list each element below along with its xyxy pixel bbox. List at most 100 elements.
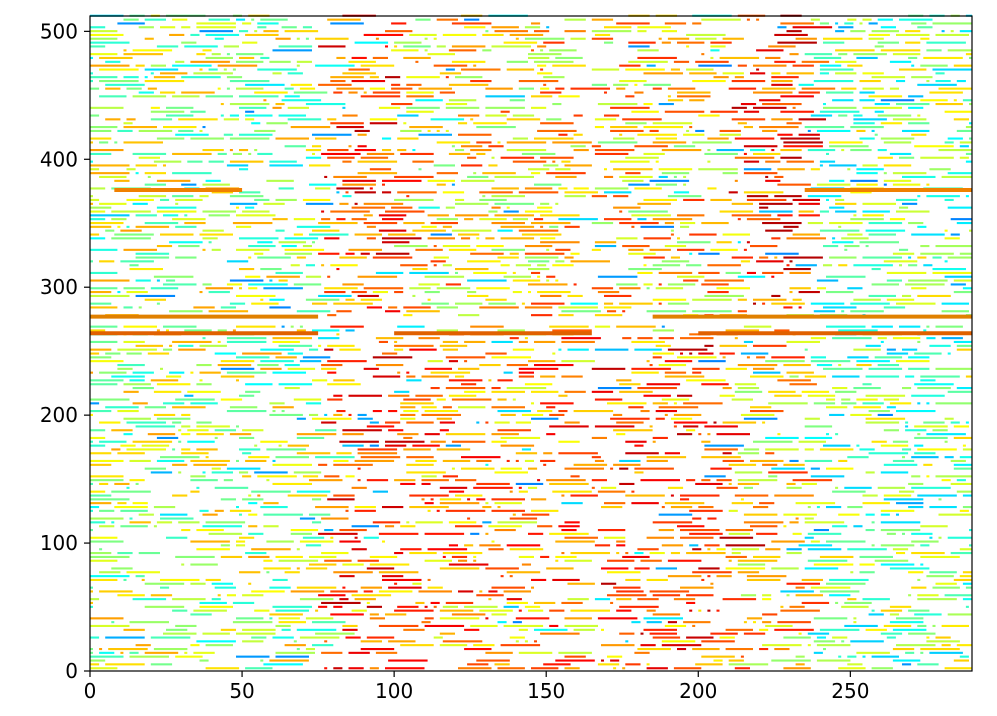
heatmap-cell	[123, 325, 157, 328]
heatmap-cell	[120, 444, 136, 447]
heatmap-cell	[172, 340, 212, 343]
heatmap-cell	[272, 578, 288, 581]
heatmap-cell	[385, 76, 401, 79]
heatmap-cell	[312, 379, 328, 382]
heatmap-cell	[771, 237, 781, 240]
heatmap-cell	[637, 218, 647, 221]
heatmap-cell	[278, 383, 313, 386]
heatmap-cell	[260, 659, 264, 662]
heatmap-cell	[765, 179, 781, 182]
heatmap-cell	[634, 444, 644, 447]
heatmap-cell	[272, 218, 288, 221]
heatmap-cell	[348, 413, 352, 416]
heatmap-cell	[90, 87, 100, 90]
heatmap-cell	[549, 609, 565, 612]
heatmap-cell	[908, 122, 930, 125]
heatmap-cell	[315, 632, 355, 635]
heatmap-cell	[318, 463, 328, 466]
heatmap-cell	[850, 30, 866, 33]
heatmap-cell	[807, 632, 830, 635]
heatmap-cell	[591, 436, 607, 439]
heatmap-cell	[677, 41, 705, 44]
heatmap-cell	[826, 325, 866, 328]
heatmap-cell	[622, 337, 632, 340]
heatmap-cell	[540, 225, 544, 228]
heatmap-cell	[880, 513, 890, 516]
heatmap-cell	[336, 218, 346, 221]
heatmap-cell	[524, 252, 565, 255]
heatmap-cell	[272, 371, 306, 374]
heatmap-cell	[570, 37, 586, 40]
heatmap-cell	[692, 648, 720, 651]
heatmap-cell	[969, 56, 972, 59]
heatmap-cell	[144, 68, 179, 71]
heatmap-cell	[521, 563, 531, 566]
heatmap-cell	[771, 118, 793, 121]
heatmap-cell	[488, 164, 498, 167]
heatmap-cell	[138, 513, 154, 516]
heatmap-cell	[725, 271, 741, 274]
heatmap-cell	[388, 429, 404, 432]
heatmap-cell	[883, 164, 912, 167]
heatmap-cell	[768, 475, 778, 478]
heatmap-cell	[172, 218, 206, 221]
heatmap-cell	[175, 133, 209, 136]
heatmap-cell	[448, 99, 477, 102]
heatmap-cell	[90, 348, 112, 351]
heatmap-cell	[880, 99, 915, 102]
heatmap-cell	[835, 72, 857, 75]
heatmap-cell	[552, 329, 592, 332]
heatmap-cell	[908, 56, 918, 59]
heatmap-cell	[327, 118, 337, 121]
heatmap-cell	[804, 53, 833, 56]
heatmap-cell	[756, 260, 784, 263]
y-tick-label: 100	[40, 531, 78, 555]
heatmap-cell	[917, 578, 921, 581]
heatmap-cell	[172, 448, 176, 451]
heatmap-cell	[871, 76, 906, 79]
heatmap-cell	[743, 325, 772, 328]
heatmap-cell	[853, 214, 857, 217]
heatmap-cell	[309, 563, 337, 566]
heatmap-cell	[746, 18, 750, 21]
heatmap-cell	[777, 379, 811, 382]
heatmap-cell	[90, 164, 130, 167]
heatmap-cell	[354, 149, 376, 152]
heatmap-cell	[448, 490, 465, 493]
heatmap-cell	[366, 225, 376, 228]
heatmap-cell	[406, 375, 416, 378]
heatmap-cell	[418, 206, 440, 209]
heatmap-cell	[935, 72, 945, 75]
heatmap-cell	[497, 667, 525, 670]
heatmap-cell	[382, 506, 404, 509]
heatmap-cell	[728, 191, 738, 194]
heatmap-cell	[494, 502, 522, 505]
heatmap-cell	[646, 667, 668, 670]
heatmap-cell	[363, 202, 404, 205]
heatmap-cell	[902, 202, 918, 205]
heatmap-cell	[138, 91, 154, 94]
heatmap-cell	[363, 536, 379, 539]
heatmap-cell	[90, 271, 118, 274]
heatmap-cell	[418, 87, 452, 90]
heatmap-cell	[804, 459, 833, 462]
heatmap-cell	[427, 214, 449, 217]
heatmap-cell	[269, 617, 273, 620]
heatmap-cell	[461, 68, 501, 71]
heatmap-cell	[439, 502, 480, 505]
heatmap-cell	[378, 340, 388, 343]
heatmap-cell	[771, 467, 805, 470]
heatmap-cell	[129, 521, 151, 524]
heatmap-cell	[345, 475, 355, 478]
heatmap-cell	[448, 49, 477, 52]
heatmap-cell	[826, 540, 866, 543]
heatmap-cell	[886, 271, 927, 274]
heatmap-cell	[677, 91, 711, 94]
heatmap-cell	[302, 198, 331, 201]
heatmap-cell	[296, 433, 337, 436]
heatmap-cell	[555, 659, 595, 662]
heatmap-cell	[205, 521, 246, 524]
heatmap-cell	[920, 555, 960, 558]
heatmap-cell	[880, 609, 903, 612]
heatmap-cell	[765, 448, 799, 451]
